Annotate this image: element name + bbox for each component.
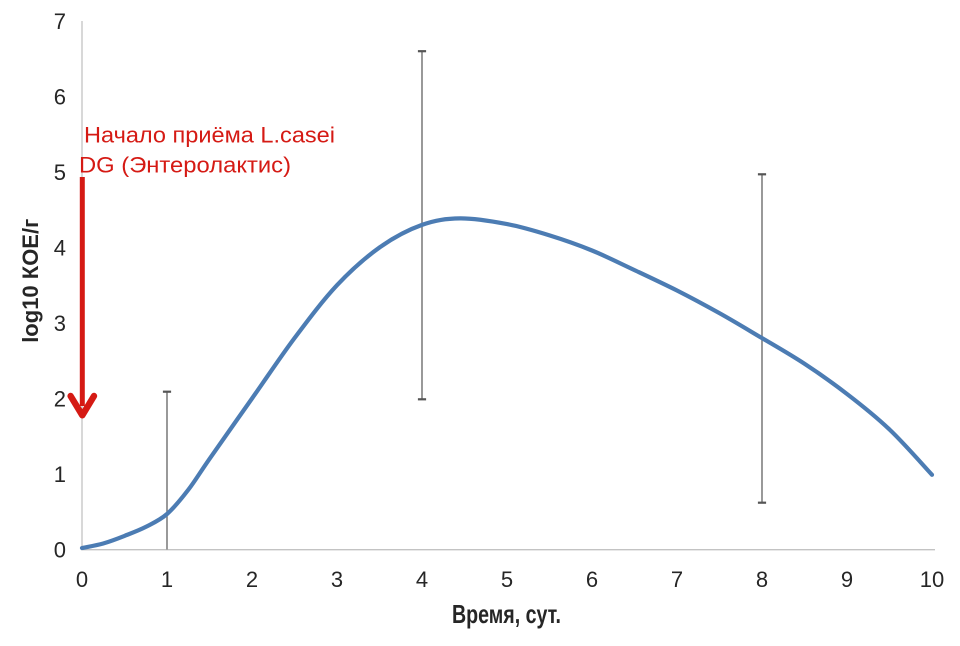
svg-text:10: 10 — [920, 567, 944, 592]
svg-text:Время, сут.: Время, сут. — [452, 599, 561, 629]
svg-text:1: 1 — [54, 462, 66, 487]
svg-text:5: 5 — [501, 567, 513, 592]
svg-text:1: 1 — [161, 567, 173, 592]
svg-text:3: 3 — [54, 311, 66, 336]
svg-text:5: 5 — [54, 160, 66, 185]
svg-text:3: 3 — [331, 567, 343, 592]
svg-text:8: 8 — [756, 567, 768, 592]
svg-text:Начало приёма L.casei: Начало приёма L.casei — [84, 122, 335, 147]
svg-text:DG (Энтеролактис): DG (Энтеролактис) — [79, 152, 291, 177]
svg-text:7: 7 — [671, 567, 683, 592]
svg-text:4: 4 — [54, 236, 66, 261]
svg-text:4: 4 — [416, 567, 428, 592]
svg-text:log10 КОЕ/г: log10 КОЕ/г — [18, 219, 43, 343]
svg-text:9: 9 — [841, 567, 853, 592]
svg-text:6: 6 — [54, 85, 66, 110]
svg-text:2: 2 — [246, 567, 258, 592]
svg-text:6: 6 — [586, 567, 598, 592]
svg-text:7: 7 — [54, 9, 66, 34]
svg-text:0: 0 — [76, 567, 88, 592]
svg-text:0: 0 — [54, 538, 66, 563]
svg-text:2: 2 — [54, 387, 66, 412]
